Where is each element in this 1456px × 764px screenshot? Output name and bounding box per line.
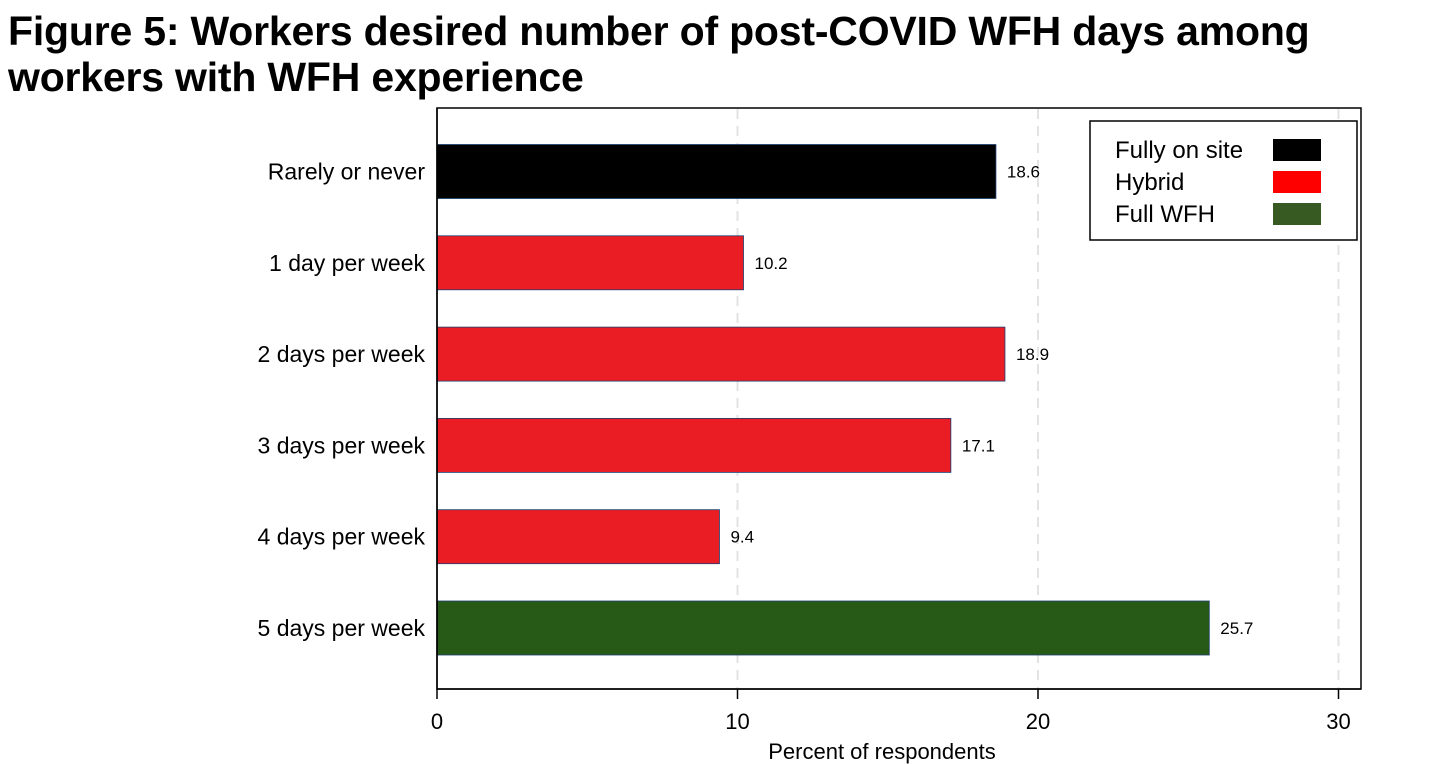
gridlines <box>736 109 1340 688</box>
legend-label-hybrid: Hybrid <box>1115 169 1184 196</box>
category-labels: Rarely or never 1 day per week 2 days per … <box>258 159 426 642</box>
x-tick-label-0: 0 <box>431 709 443 734</box>
category-label-6: 5 days per week <box>258 615 426 641</box>
category-label-5: 4 days per week <box>258 524 426 550</box>
legend-label-onsite: Fully on site <box>1115 137 1243 164</box>
x-axis-title: Percent of respondents <box>768 739 995 764</box>
bar-1 <box>436 144 997 199</box>
bars <box>436 144 1210 656</box>
category-label-2: 1 day per week <box>269 250 425 276</box>
chart-title-line-1: Figure 5: Workers desired number of post… <box>8 8 1310 54</box>
value-label-1: 18.6 <box>1007 163 1040 182</box>
value-labels: 18.6 10.2 18.9 17.1 9.4 25.7 <box>730 163 1253 639</box>
category-label-4: 3 days per week <box>258 432 426 458</box>
x-tick-label-10: 10 <box>725 709 749 734</box>
value-label-2: 10.2 <box>755 254 788 273</box>
value-label-3: 18.9 <box>1016 345 1049 364</box>
bar-6 <box>436 600 1210 656</box>
chart-title: Figure 5: Workers desired number of post… <box>8 8 1310 100</box>
bar-2 <box>436 235 744 291</box>
x-tick-label-30: 30 <box>1326 709 1350 734</box>
legend: Fully on site Hybrid Full WFH <box>1089 120 1358 241</box>
bar-5 <box>436 509 720 565</box>
x-axis: 0 10 20 30 <box>431 108 1361 734</box>
category-label-3: 2 days per week <box>258 341 426 367</box>
legend-label-fullwfh: Full WFH <box>1115 201 1215 228</box>
x-tick-label-20: 20 <box>1026 709 1050 734</box>
legend-swatch-hybrid <box>1273 171 1321 193</box>
legend-swatch-fullwfh <box>1273 203 1321 225</box>
value-label-5: 9.4 <box>730 528 754 547</box>
legend-swatch-onsite <box>1273 139 1321 161</box>
value-label-4: 17.1 <box>962 436 995 455</box>
chart-title-line-2: workers with WFH experience <box>8 54 584 100</box>
value-label-6: 25.7 <box>1220 619 1253 638</box>
bar-4 <box>436 417 952 473</box>
category-label-1: Rarely or never <box>268 159 426 185</box>
bar-3 <box>436 326 1006 382</box>
